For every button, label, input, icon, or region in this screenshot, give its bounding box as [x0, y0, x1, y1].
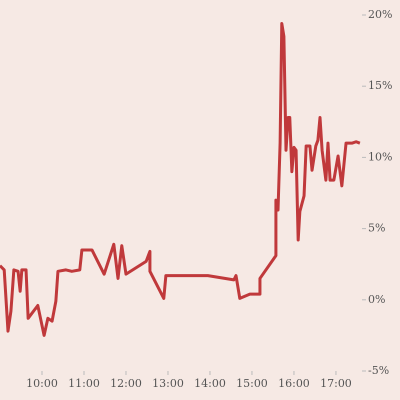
y-tick-label: 15%: [368, 79, 392, 92]
x-tick-label: 11:00: [68, 377, 100, 390]
y-tick-label: 10%: [368, 150, 392, 163]
y-tick-label: -5%: [368, 364, 389, 377]
x-tick-label: 14:00: [194, 377, 226, 390]
y-tick-label: 5%: [368, 222, 385, 235]
x-tick-label: 12:00: [110, 377, 142, 390]
x-tick-label: 10:00: [26, 377, 58, 390]
price-line: [0, 22, 361, 337]
x-tick-label: 17:00: [320, 377, 352, 390]
x-tick-label: 15:00: [236, 377, 268, 390]
y-tick-label: 20%: [368, 8, 392, 21]
x-tick-label: 13:00: [152, 377, 184, 390]
y-tick-label: 0%: [368, 293, 385, 306]
x-tick-label: 16:00: [278, 377, 310, 390]
